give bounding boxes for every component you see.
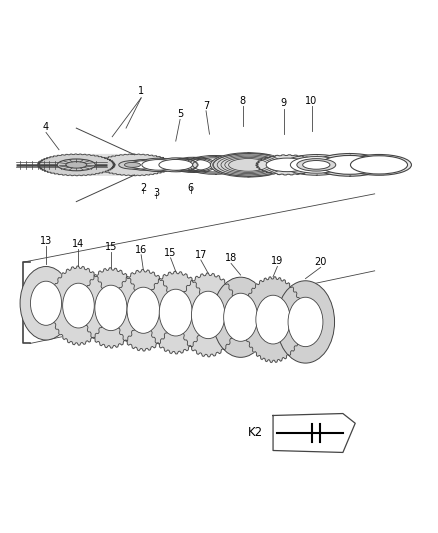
Text: 9: 9 — [281, 99, 287, 109]
Polygon shape — [147, 271, 205, 354]
Polygon shape — [256, 155, 319, 175]
Text: 15: 15 — [105, 242, 117, 252]
Ellipse shape — [346, 155, 411, 175]
Ellipse shape — [288, 297, 323, 346]
Ellipse shape — [159, 159, 193, 170]
Text: 4: 4 — [43, 122, 49, 132]
Text: 3: 3 — [153, 188, 159, 198]
Ellipse shape — [31, 281, 62, 325]
Ellipse shape — [314, 154, 385, 176]
Polygon shape — [38, 154, 115, 176]
Ellipse shape — [142, 159, 175, 170]
Polygon shape — [96, 154, 173, 176]
Text: 19: 19 — [271, 256, 283, 266]
Polygon shape — [179, 273, 238, 357]
Ellipse shape — [224, 293, 258, 341]
Ellipse shape — [284, 155, 349, 175]
Ellipse shape — [138, 158, 179, 172]
Text: 14: 14 — [72, 239, 85, 249]
Text: 17: 17 — [194, 250, 207, 260]
Text: 10: 10 — [305, 96, 318, 106]
Ellipse shape — [119, 160, 146, 169]
Ellipse shape — [290, 157, 342, 173]
Ellipse shape — [57, 159, 95, 171]
Ellipse shape — [131, 161, 156, 169]
Text: K2: K2 — [248, 426, 263, 440]
Polygon shape — [76, 155, 171, 175]
Text: 6: 6 — [188, 183, 194, 193]
Ellipse shape — [66, 161, 87, 168]
Ellipse shape — [256, 295, 290, 344]
Text: 8: 8 — [240, 96, 246, 106]
Text: 11: 11 — [346, 165, 358, 175]
Ellipse shape — [20, 266, 72, 340]
Text: 5: 5 — [177, 109, 183, 119]
Polygon shape — [243, 277, 303, 362]
Ellipse shape — [266, 158, 308, 172]
Text: 16: 16 — [135, 245, 147, 255]
Text: 13: 13 — [40, 236, 52, 246]
Text: 12: 12 — [377, 165, 389, 175]
Text: 20: 20 — [314, 257, 327, 267]
Ellipse shape — [297, 159, 336, 171]
Text: 15: 15 — [164, 248, 177, 257]
Polygon shape — [115, 270, 172, 351]
Ellipse shape — [320, 156, 379, 174]
Ellipse shape — [210, 152, 286, 177]
Ellipse shape — [127, 287, 159, 333]
Ellipse shape — [63, 283, 94, 328]
Ellipse shape — [303, 160, 330, 169]
Ellipse shape — [159, 289, 192, 336]
Ellipse shape — [95, 285, 127, 330]
Ellipse shape — [212, 277, 269, 357]
Text: 18: 18 — [225, 253, 237, 263]
Ellipse shape — [154, 158, 198, 172]
Text: 1: 1 — [138, 86, 144, 96]
Polygon shape — [82, 268, 139, 348]
Ellipse shape — [350, 156, 407, 174]
Ellipse shape — [191, 291, 225, 338]
Ellipse shape — [124, 163, 141, 167]
Text: 7: 7 — [203, 101, 209, 111]
Ellipse shape — [127, 159, 160, 170]
Ellipse shape — [276, 281, 335, 363]
Text: 2: 2 — [140, 183, 146, 193]
Polygon shape — [50, 266, 106, 345]
